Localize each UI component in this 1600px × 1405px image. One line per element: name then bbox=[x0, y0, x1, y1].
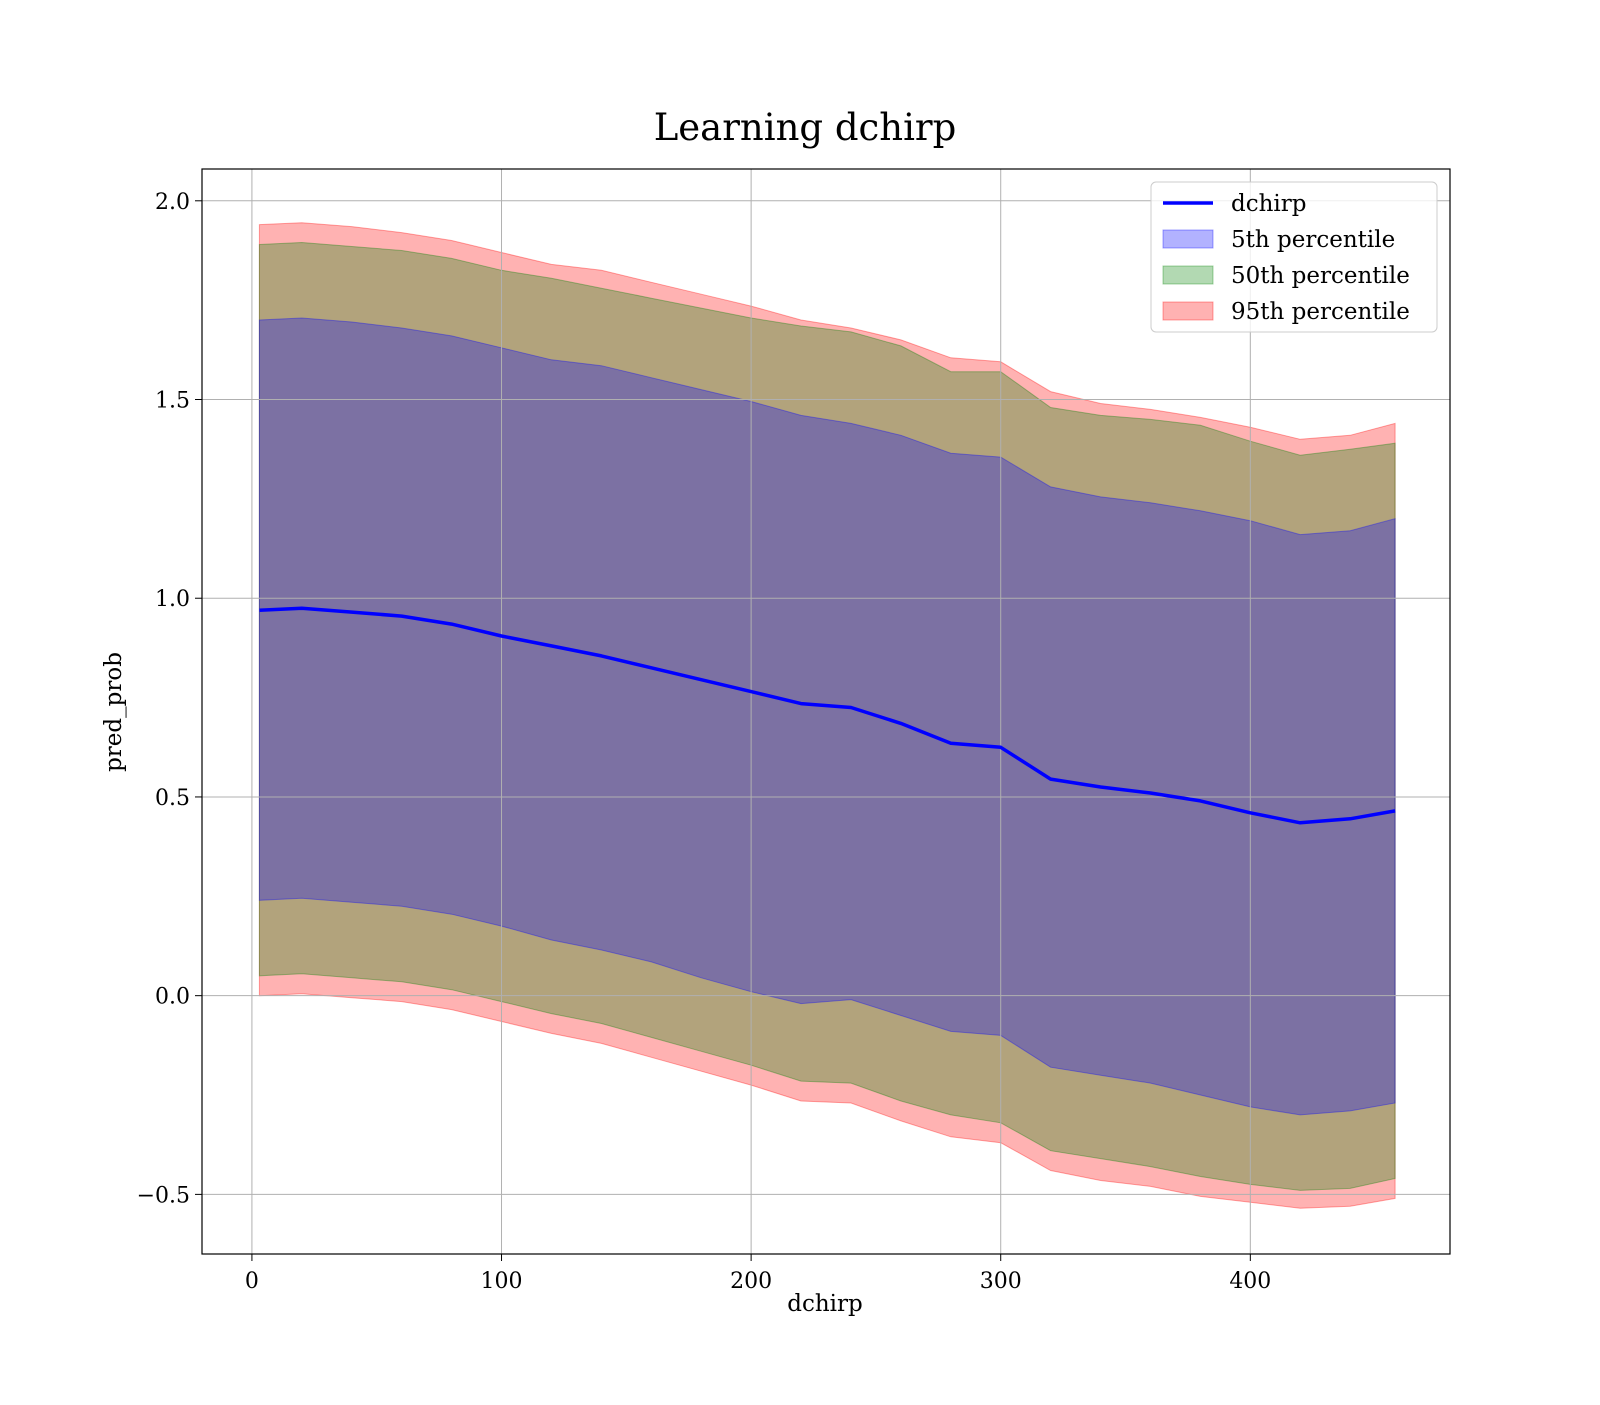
legend-swatch-patch bbox=[1162, 265, 1214, 285]
x-axis-label: dchirp bbox=[787, 1291, 863, 1317]
percentile-bands bbox=[258, 222, 1396, 1209]
legend-label: 5th percentile bbox=[1231, 227, 1395, 253]
x-tick-label: 200 bbox=[730, 1269, 772, 1294]
band-50th-percentile bbox=[258, 241, 1396, 1191]
series-lines bbox=[259, 606, 1396, 825]
y-tick-label: −0.5 bbox=[137, 1183, 190, 1208]
legend-label: 50th percentile bbox=[1231, 263, 1410, 289]
legend-box bbox=[1150, 181, 1438, 333]
legend: dchirp 5th percentile 50th percentile 95th … bbox=[1150, 181, 1438, 333]
band-5th-percentile bbox=[258, 317, 1396, 1116]
x-tick-label: 400 bbox=[1229, 1269, 1271, 1294]
y-tick-label: 2.0 bbox=[155, 190, 190, 215]
x-tick-label: 100 bbox=[481, 1269, 523, 1294]
x-tick-label: 0 bbox=[245, 1269, 259, 1294]
plot-frame bbox=[201, 168, 1451, 1255]
legend-swatch-patch bbox=[1162, 229, 1214, 249]
y-tick-label: 0.0 bbox=[155, 985, 190, 1010]
legend-label: 95th percentile bbox=[1231, 299, 1410, 325]
y-tick-label: 1.5 bbox=[155, 389, 190, 414]
y-tick-label: 1.0 bbox=[155, 587, 190, 612]
legend-label: dchirp bbox=[1231, 191, 1307, 217]
series-line-dchirp bbox=[259, 606, 1396, 825]
axis-ticks: 0 100 200 300 400 −0.5 0.0 0.5 1.0 1.5 2.0 bbox=[137, 190, 1272, 1294]
legend-swatch-patch bbox=[1162, 301, 1214, 321]
chart-title: Learning dchirp bbox=[654, 106, 957, 149]
band-95th-percentile bbox=[258, 222, 1396, 1209]
y-axis-label: pred_prob bbox=[101, 652, 127, 772]
y-tick-label: 0.5 bbox=[155, 786, 190, 811]
x-tick-label: 300 bbox=[980, 1269, 1022, 1294]
